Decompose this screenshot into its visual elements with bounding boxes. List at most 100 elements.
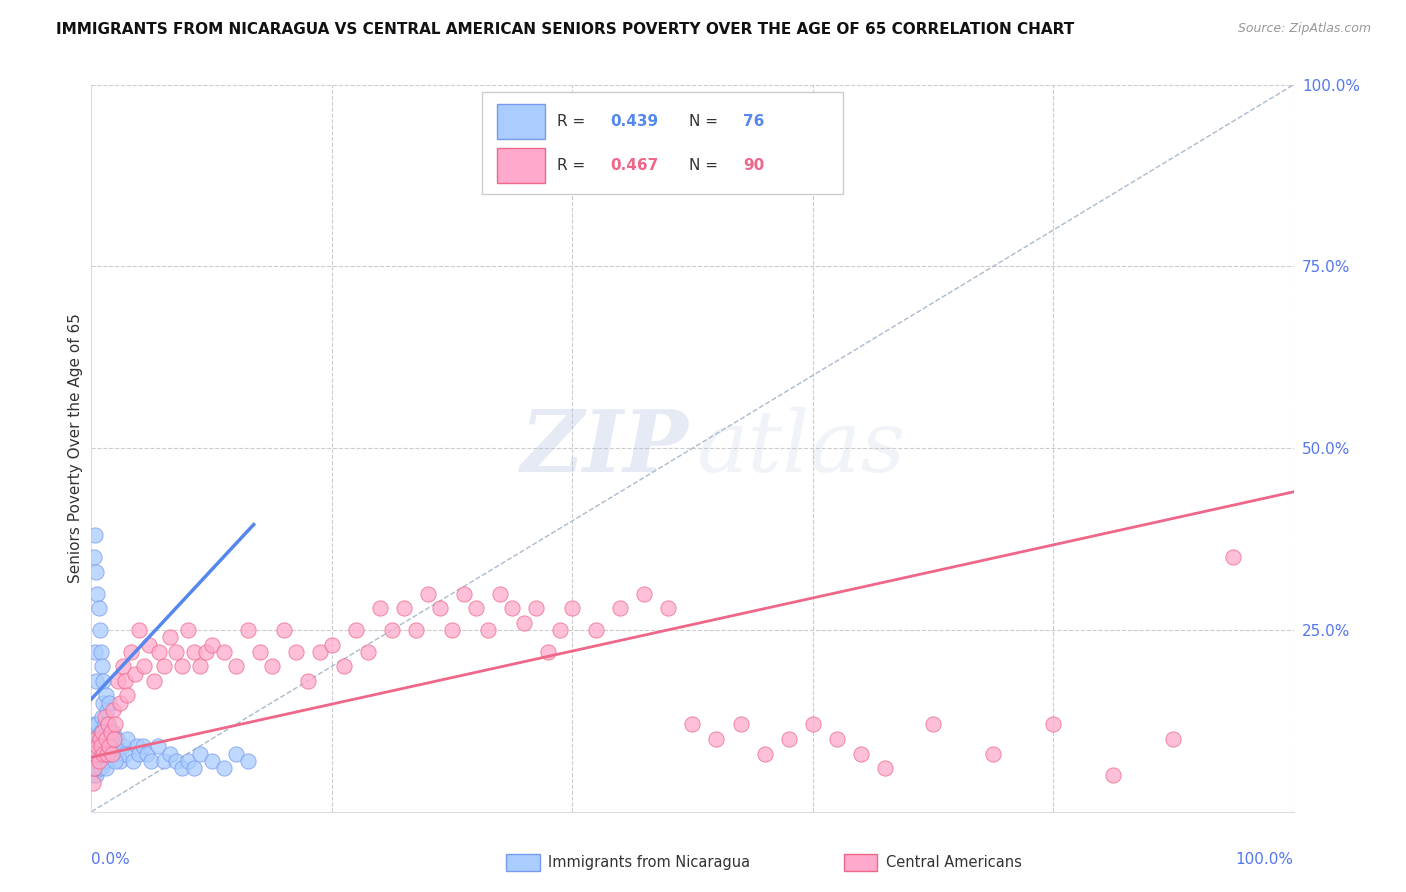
Point	[98, 747, 121, 761]
Point	[100, 739, 122, 754]
Point	[440, 623, 463, 637]
Point	[194, 645, 217, 659]
Point	[90, 761, 112, 775]
Point	[93, 754, 115, 768]
Point	[453, 587, 475, 601]
FancyBboxPatch shape	[496, 148, 544, 183]
Point	[91, 710, 114, 724]
Point	[89, 754, 111, 768]
Point	[103, 747, 125, 761]
Point	[128, 623, 150, 637]
Point	[1102, 768, 1125, 782]
Point	[146, 739, 169, 754]
Text: N =: N =	[689, 114, 723, 129]
Point	[114, 747, 136, 761]
Point	[152, 659, 174, 673]
Text: Immigrants from Nicaragua: Immigrants from Nicaragua	[548, 855, 751, 870]
Point	[94, 739, 117, 754]
Point	[82, 747, 104, 761]
Point	[90, 724, 112, 739]
Point	[110, 696, 132, 710]
Point	[152, 754, 174, 768]
Point	[368, 601, 391, 615]
Point	[87, 731, 110, 746]
Point	[105, 731, 128, 746]
Point	[176, 623, 198, 637]
Point	[83, 717, 105, 731]
Point	[128, 747, 150, 761]
Point	[86, 739, 108, 754]
Point	[104, 717, 127, 731]
Text: IMMIGRANTS FROM NICARAGUA VS CENTRAL AMERICAN SENIORS POVERTY OVER THE AGE OF 65: IMMIGRANTS FROM NICARAGUA VS CENTRAL AME…	[56, 22, 1074, 37]
Point	[165, 645, 187, 659]
Point	[93, 747, 115, 761]
Point	[84, 645, 107, 659]
Point	[165, 754, 187, 768]
Point	[249, 645, 271, 659]
Point	[681, 717, 703, 731]
Point	[89, 754, 111, 768]
Point	[825, 731, 848, 746]
Point	[101, 731, 124, 746]
Point	[201, 638, 224, 652]
Point	[89, 623, 111, 637]
Point	[93, 747, 115, 761]
Point	[849, 747, 872, 761]
Point	[212, 645, 235, 659]
Point	[114, 673, 136, 688]
Point	[86, 587, 108, 601]
Point	[96, 747, 118, 761]
Text: 100.0%: 100.0%	[1236, 852, 1294, 867]
Point	[501, 601, 523, 615]
Point	[103, 731, 125, 746]
Point	[333, 659, 356, 673]
Point	[922, 717, 945, 731]
Point	[1042, 717, 1064, 731]
Text: ZIP: ZIP	[522, 407, 689, 490]
Point	[477, 623, 499, 637]
Point	[90, 645, 112, 659]
Point	[308, 645, 330, 659]
Point	[91, 659, 114, 673]
Point	[93, 696, 115, 710]
Point	[87, 754, 110, 768]
Point	[1161, 731, 1184, 746]
Point	[609, 601, 631, 615]
Point	[89, 739, 111, 754]
Point	[236, 623, 259, 637]
Point	[176, 754, 198, 768]
Point	[86, 761, 108, 775]
Point	[90, 739, 112, 754]
Point	[148, 645, 170, 659]
Point	[183, 645, 205, 659]
Point	[100, 724, 122, 739]
Point	[135, 747, 157, 761]
Point	[159, 630, 181, 644]
Point	[513, 615, 536, 630]
Point	[98, 747, 121, 761]
Point	[82, 775, 104, 789]
Point	[93, 717, 115, 731]
Point	[260, 659, 283, 673]
Point	[89, 731, 111, 746]
Text: Central Americans: Central Americans	[886, 855, 1022, 870]
Point	[170, 761, 193, 775]
Point	[236, 754, 259, 768]
Point	[225, 659, 247, 673]
Point	[101, 747, 124, 761]
Point	[83, 761, 105, 775]
Point	[778, 731, 800, 746]
Point	[273, 623, 295, 637]
Point	[84, 747, 107, 761]
Point	[110, 754, 132, 768]
Point	[83, 550, 105, 565]
Point	[537, 645, 560, 659]
Point	[981, 747, 1004, 761]
Text: N =: N =	[689, 158, 723, 173]
Point	[84, 731, 107, 746]
Point	[86, 754, 108, 768]
Point	[93, 731, 115, 746]
Point	[489, 587, 512, 601]
Point	[633, 587, 655, 601]
Point	[83, 768, 105, 782]
